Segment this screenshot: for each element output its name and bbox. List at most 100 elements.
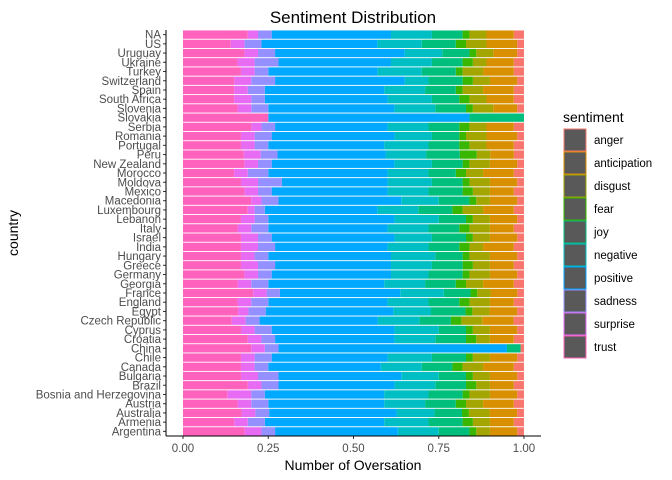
bar-segment <box>469 122 487 132</box>
bar-segment <box>466 399 484 408</box>
bar-segment <box>237 58 255 67</box>
bar-segment <box>472 261 490 270</box>
bar-segment <box>517 251 524 261</box>
bar-segment <box>394 159 432 168</box>
bar-segment <box>489 270 518 279</box>
legend-key-trust <box>563 335 587 359</box>
bar-segment <box>490 150 514 159</box>
bar-segment <box>183 48 245 58</box>
bar-segment <box>442 48 470 58</box>
bar-segment <box>384 85 426 95</box>
bar-segment <box>489 187 514 196</box>
bar-segment <box>237 298 252 307</box>
bar-segment <box>234 85 248 95</box>
bar-segment <box>517 104 524 113</box>
y-tick-label: Brazil <box>132 380 161 392</box>
bar-segment <box>513 168 524 178</box>
bar-segment <box>183 288 254 298</box>
x-tick-label: 0.25 <box>257 443 279 455</box>
bar-segment <box>268 399 385 408</box>
legend-key-fear <box>563 197 587 221</box>
bar-segment <box>238 307 249 316</box>
bar-segment <box>431 261 463 270</box>
y-tick-label: Bulgaria <box>119 371 162 383</box>
bar-segment <box>483 399 514 408</box>
bar-segment <box>483 85 514 95</box>
bar-segment <box>394 325 439 335</box>
bar-segment <box>486 122 514 132</box>
bar-segment <box>476 48 494 58</box>
bar-segment <box>258 30 272 39</box>
bar-segment <box>517 196 524 205</box>
bar-segment <box>247 85 265 95</box>
bar-segment <box>466 371 473 381</box>
bar-segment <box>254 58 279 67</box>
bar-segment <box>227 390 252 399</box>
bar-segment <box>254 215 269 224</box>
bar-segment <box>183 381 248 390</box>
bar-segment <box>244 159 259 168</box>
legend-label-anticipation: anticipation <box>594 158 652 170</box>
bar-segment <box>513 298 524 307</box>
bar-segment <box>472 104 494 113</box>
bar-segment <box>380 362 422 371</box>
bar-segment <box>183 215 241 224</box>
bar-segment <box>469 159 490 168</box>
y-tick-label: Armenia <box>118 417 161 429</box>
y-tick-label: Israel <box>133 233 161 245</box>
bar-segment <box>431 58 463 67</box>
bar-segment <box>183 399 238 408</box>
bar-segment <box>469 242 484 251</box>
bar-segment <box>183 187 245 196</box>
bar-segment <box>254 141 269 150</box>
y-tick-label: Serbia <box>128 122 162 134</box>
bar-segment <box>517 215 524 224</box>
bar-segment <box>466 325 473 335</box>
bar-segment <box>258 159 272 168</box>
bar-segment <box>517 270 524 279</box>
bar-segment <box>244 427 262 436</box>
bar-segment <box>489 353 518 362</box>
bar-segment <box>247 334 262 344</box>
bar-segment <box>183 196 252 205</box>
bar-segment <box>517 159 524 168</box>
bar-segment <box>271 270 392 279</box>
bar-segment <box>517 48 524 58</box>
legend-key-positive <box>563 266 587 290</box>
bar-segment <box>237 399 252 408</box>
bar-segment <box>472 418 490 427</box>
bar-segment <box>183 298 238 307</box>
bar-segment <box>237 104 252 113</box>
bar-segment <box>240 242 259 251</box>
bar-segment <box>462 408 469 418</box>
bar-segment <box>240 371 259 381</box>
bar-segment <box>431 178 463 187</box>
bar-segment <box>258 242 276 251</box>
bar-segment <box>391 261 432 270</box>
bar-segment <box>268 215 395 224</box>
bar-segment <box>237 224 252 233</box>
bar-segment <box>469 196 477 205</box>
bar-segment <box>396 408 435 418</box>
bar-segment <box>489 334 514 344</box>
bar-segment <box>431 233 467 242</box>
bar-segment <box>265 307 394 316</box>
bar-segment <box>261 122 276 132</box>
bar-segment <box>459 224 470 233</box>
bar-segment <box>468 408 490 418</box>
bar-segment <box>183 325 241 335</box>
bar-segment <box>240 325 255 335</box>
bar-segment <box>469 178 490 187</box>
bar-segment <box>255 408 270 418</box>
y-tick-label: Italy <box>140 223 161 235</box>
bar-segment <box>465 307 473 316</box>
bar-segment <box>258 178 282 187</box>
chart-title: Sentiment Distribution <box>270 8 436 27</box>
bar-segment <box>391 251 436 261</box>
bar-segment <box>462 261 473 270</box>
bar-segment <box>469 113 524 122</box>
bar-segment <box>431 353 467 362</box>
bar-segment <box>384 390 429 399</box>
bar-segment <box>240 251 255 261</box>
bar-segment <box>183 427 245 436</box>
